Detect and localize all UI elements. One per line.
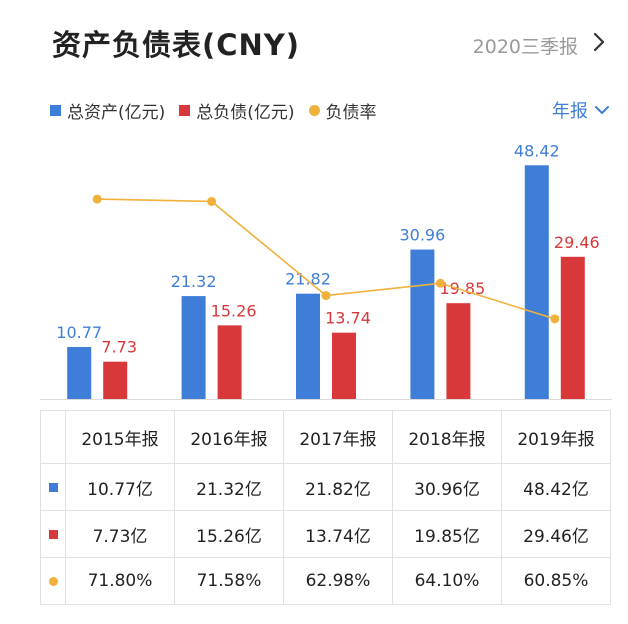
period-label[interactable]: 2020三季报 bbox=[472, 36, 578, 58]
bar-assets bbox=[410, 249, 435, 399]
chevron-down-icon bbox=[595, 106, 609, 114]
bar-label-assets: 21.32 bbox=[171, 272, 217, 291]
bar-label-assets: 30.96 bbox=[399, 226, 445, 245]
table-header-cell: 2019年报 bbox=[501, 410, 611, 464]
bar-assets bbox=[181, 296, 206, 399]
legend-swatch-assets bbox=[50, 104, 61, 116]
table-cell: 10.77亿 bbox=[65, 463, 175, 511]
bar-assets bbox=[524, 165, 549, 399]
bar-label-liabilities: 13.74 bbox=[325, 309, 371, 328]
legend-label-liabilities: 总负债(亿元) bbox=[196, 102, 295, 123]
table-header-row: 2015年报 2016年报 2017年报 2018年报 2019年报 bbox=[40, 410, 611, 464]
bar-liabilities bbox=[332, 332, 356, 399]
table-header-cell: 2017年报 bbox=[283, 410, 393, 464]
table-row-assets: 10.77亿 21.32亿 21.82亿 30.96亿 48.42亿 bbox=[40, 463, 611, 511]
legend-item-liabilities[interactable]: 总负债(亿元) bbox=[179, 98, 295, 123]
report-type-dropdown[interactable]: 年报 bbox=[552, 96, 610, 124]
row-marker-ratio bbox=[40, 557, 66, 605]
bar-label-liabilities: 29.46 bbox=[554, 233, 600, 252]
legend-swatch-liabilities bbox=[179, 104, 191, 116]
table-cell: 21.32亿 bbox=[174, 463, 284, 511]
header: 资产负债表(CNY) 2020三季报 bbox=[0, 0, 628, 80]
bar-label-assets: 21.82 bbox=[285, 270, 331, 289]
table-cell: 29.46亿 bbox=[501, 510, 611, 558]
legend-label-ratio: 负债率 bbox=[325, 102, 377, 123]
table-row-ratio: 71.80% 71.58% 62.98% 64.10% 60.85% bbox=[40, 557, 611, 605]
legend-item-assets[interactable]: 总资产(亿元) bbox=[50, 98, 165, 123]
legend-item-ratio[interactable]: 负债率 bbox=[308, 98, 377, 123]
assets-swatch bbox=[48, 483, 58, 492]
legend-label-assets: 总资产(亿元) bbox=[67, 102, 166, 123]
table-cell: 13.74亿 bbox=[283, 510, 393, 558]
table-cell: 71.58% bbox=[174, 557, 284, 605]
chevron-right-icon[interactable] bbox=[588, 31, 610, 53]
table-cell: 30.96亿 bbox=[392, 463, 502, 511]
bar-label-liabilities: 15.26 bbox=[211, 301, 257, 320]
table-cell: 62.98% bbox=[283, 557, 393, 605]
ratio-point bbox=[207, 196, 217, 206]
ratio-swatch bbox=[48, 577, 58, 586]
chart-legend: 总资产(亿元) 总负债(亿元) 负债率 bbox=[50, 96, 391, 124]
bar-assets bbox=[296, 293, 320, 399]
row-marker-liabilities bbox=[40, 510, 66, 558]
page-title: 资产负债表(CNY) bbox=[52, 28, 301, 62]
ratio-point bbox=[321, 291, 331, 301]
table-cell: 64.10% bbox=[392, 557, 502, 605]
table-cell: 15.26亿 bbox=[174, 510, 284, 558]
assets-liabilities-chart: 10.777.7321.3215.2621.8213.7430.9619.854… bbox=[40, 141, 612, 400]
table-header-cell: 2015年报 bbox=[65, 410, 175, 464]
report-type-label: 年报 bbox=[552, 101, 588, 122]
bar-label-assets: 10.77 bbox=[56, 323, 102, 342]
table-cell: 60.85% bbox=[501, 557, 611, 605]
data-table: 2015年报 2016年报 2017年报 2018年报 2019年报 10.77… bbox=[40, 410, 611, 605]
bar-assets bbox=[67, 347, 92, 399]
table-cell: 48.42亿 bbox=[501, 463, 611, 511]
liabilities-swatch bbox=[48, 530, 58, 539]
table-header-cell: 2018年报 bbox=[392, 410, 502, 464]
legend-swatch-ratio bbox=[308, 104, 320, 116]
bar-liabilities bbox=[217, 325, 242, 399]
ratio-line bbox=[97, 198, 556, 320]
table-cell: 21.82亿 bbox=[283, 463, 393, 511]
table-row-liabilities: 7.73亿 15.26亿 13.74亿 19.85亿 29.46亿 bbox=[40, 510, 611, 558]
bar-liabilities bbox=[103, 361, 128, 399]
ratio-point bbox=[550, 314, 560, 324]
ratio-point bbox=[435, 278, 445, 288]
bar-liabilities bbox=[446, 303, 471, 399]
row-marker-assets bbox=[40, 463, 66, 511]
bar-label-assets: 48.42 bbox=[514, 141, 560, 160]
bar-liabilities bbox=[560, 256, 585, 399]
ratio-point bbox=[92, 194, 102, 204]
table-corner bbox=[40, 410, 66, 464]
table-header-cell: 2016年报 bbox=[174, 410, 284, 464]
table-cell: 71.80% bbox=[65, 557, 175, 605]
table-cell: 7.73亿 bbox=[65, 510, 175, 558]
bar-label-liabilities: 7.73 bbox=[101, 338, 137, 357]
table-cell: 19.85亿 bbox=[392, 510, 502, 558]
